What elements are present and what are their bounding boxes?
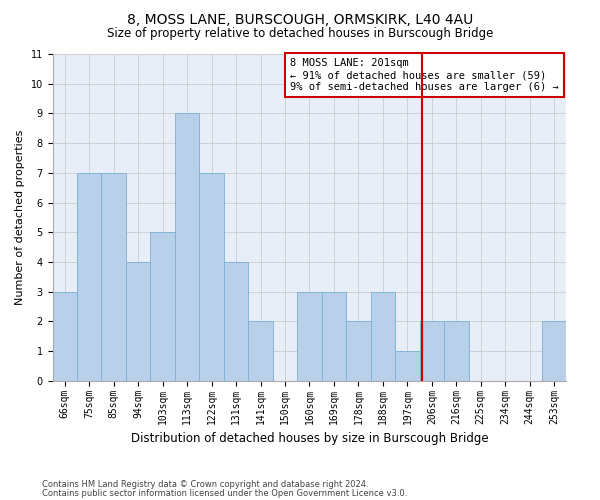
Text: Contains public sector information licensed under the Open Government Licence v3: Contains public sector information licen… xyxy=(42,489,407,498)
Bar xyxy=(151,232,175,381)
Y-axis label: Number of detached properties: Number of detached properties xyxy=(15,130,25,305)
Bar xyxy=(126,262,151,381)
Bar xyxy=(371,292,395,381)
Bar xyxy=(101,173,126,381)
Bar xyxy=(77,173,101,381)
Bar xyxy=(444,322,469,381)
Bar xyxy=(248,322,273,381)
Bar xyxy=(297,292,322,381)
Bar xyxy=(199,173,224,381)
X-axis label: Distribution of detached houses by size in Burscough Bridge: Distribution of detached houses by size … xyxy=(131,432,488,445)
Text: Size of property relative to detached houses in Burscough Bridge: Size of property relative to detached ho… xyxy=(107,28,493,40)
Bar xyxy=(346,322,371,381)
Bar xyxy=(542,322,566,381)
Bar xyxy=(419,322,444,381)
Bar xyxy=(322,292,346,381)
Text: 8, MOSS LANE, BURSCOUGH, ORMSKIRK, L40 4AU: 8, MOSS LANE, BURSCOUGH, ORMSKIRK, L40 4… xyxy=(127,12,473,26)
Bar xyxy=(395,351,419,381)
Text: 8 MOSS LANE: 201sqm
← 91% of detached houses are smaller (59)
9% of semi-detache: 8 MOSS LANE: 201sqm ← 91% of detached ho… xyxy=(290,58,559,92)
Bar xyxy=(175,114,199,381)
Bar xyxy=(224,262,248,381)
Bar xyxy=(53,292,77,381)
Text: Contains HM Land Registry data © Crown copyright and database right 2024.: Contains HM Land Registry data © Crown c… xyxy=(42,480,368,489)
